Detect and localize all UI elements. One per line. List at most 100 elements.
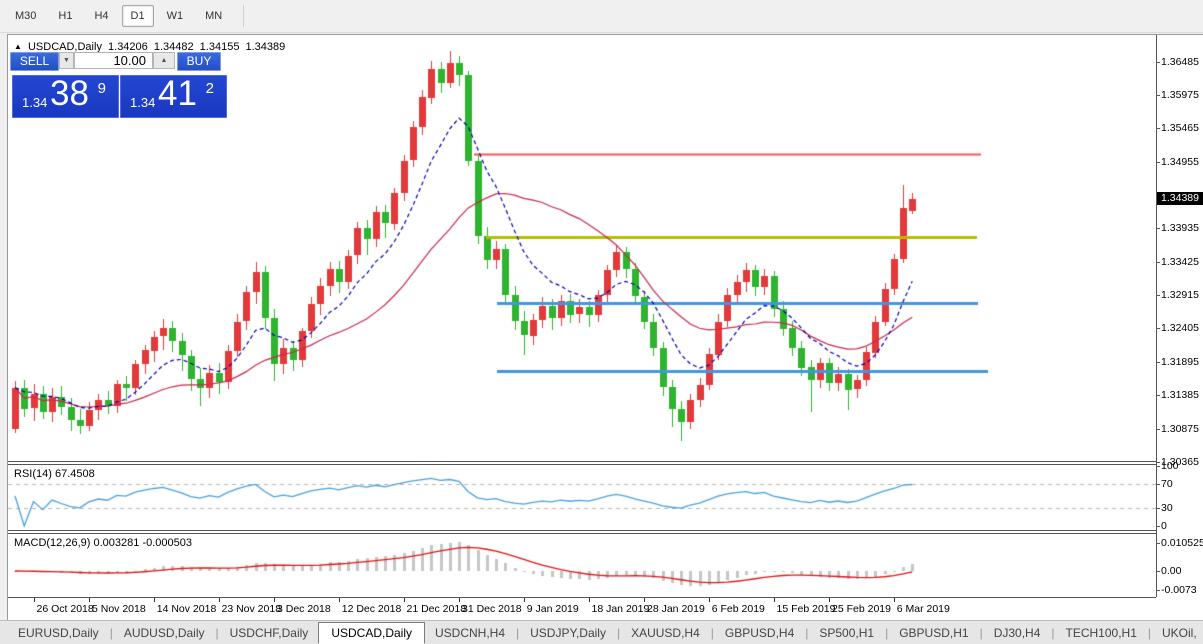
date-axis-tick	[274, 598, 275, 602]
timeframe-button-m30[interactable]: M30	[15, 10, 37, 22]
rsi-level-tick	[1156, 508, 1160, 509]
chart-tab-sp500-h1[interactable]: SP500,H1	[819, 625, 875, 640]
date-axis[interactable]: 26 Oct 2018 5 Nov 2018 14 Nov 2018 23 Nov 2…	[8, 598, 1156, 620]
volume-input[interactable]	[74, 52, 153, 69]
symbol-name: USDCAD,Daily	[27, 41, 102, 53]
date-axis-label: 21 Dec 2018	[406, 603, 467, 615]
tab-separator: |	[215, 625, 219, 640]
macd-level-label: 0.010525	[1156, 537, 1203, 549]
tab-separator: |	[979, 625, 983, 640]
chart-tab-usdcnh-h4[interactable]: USDCNH,H4	[435, 625, 506, 640]
date-axis-tick	[829, 598, 830, 602]
price-axis-label: 1.30365	[1156, 456, 1199, 468]
macd-indicator-canvas[interactable]	[8, 534, 1156, 597]
date-axis-label: 23 Nov 2018	[221, 603, 282, 615]
sell-price-prefix: 1.34	[22, 95, 48, 110]
panel-separator[interactable]	[8, 461, 1156, 462]
chart-tab-ukoil-[interactable]: UKOil,	[1162, 625, 1197, 640]
date-axis-tick	[89, 598, 90, 602]
price-axis-tick	[1156, 395, 1160, 397]
price-axis-line	[1156, 35, 1157, 597]
date-axis-label: 9 Jan 2019	[526, 603, 579, 615]
rsi-indicator-canvas[interactable]	[8, 463, 1156, 530]
volume-decrease-button[interactable]: ▼	[59, 52, 74, 69]
toolbar-separator	[243, 5, 245, 27]
rsi-value: 67.4508	[54, 468, 95, 480]
chart-tab-usdchf-daily[interactable]: USDCHF,Daily	[229, 625, 309, 640]
chart-tab-audusd-daily[interactable]: AUDUSD,Daily	[123, 625, 205, 640]
sell-button[interactable]: SELL	[10, 52, 59, 71]
date-axis-tick	[523, 598, 525, 602]
price-axis-tick	[1156, 61, 1160, 63]
date-axis-label: 18 Jan 2019	[591, 603, 650, 615]
volume-increase-button[interactable]: ▲	[153, 52, 175, 69]
date-axis-tick	[338, 598, 340, 602]
buy-price-pip: 2	[205, 80, 214, 97]
chart-tab-eurusd-daily[interactable]: EURUSD,Daily	[18, 625, 99, 640]
price-axis-tick	[1156, 95, 1160, 97]
date-axis-label: 28 Jan 2019	[647, 603, 705, 615]
price-axis-label: 1.32405	[1156, 322, 1199, 334]
panel-separator[interactable]	[8, 530, 1156, 531]
tab-separator: |	[805, 625, 809, 640]
panel-separator[interactable]	[8, 533, 1156, 534]
price-axis-tick	[1156, 328, 1160, 330]
price-axis-tick	[1156, 228, 1160, 230]
chart-tab-tech100-h1[interactable]: TECH100,H1	[1065, 625, 1137, 640]
sell-price-panel[interactable]: 1.34 38 9	[12, 74, 119, 118]
timeframe-button-d1[interactable]: D1	[121, 5, 154, 27]
expand-triangle-icon[interactable]: ▲	[14, 42, 22, 51]
chart-tab-gbpusd-h1[interactable]: GBPUSD,H1	[899, 625, 969, 640]
timeframe-buttons: M30 H1 H4 D1 W1 MN	[6, 5, 235, 27]
date-axis-tick	[459, 598, 460, 602]
date-axis-tick	[773, 598, 775, 602]
price-axis-label: 1.35975	[1156, 89, 1199, 101]
macd-level-tick	[1156, 590, 1160, 592]
timeframe-button-h1[interactable]: H1	[58, 10, 73, 22]
buy-price-panel[interactable]: 1.34 41 2	[120, 74, 227, 118]
chart-tab-gbpusd-h4[interactable]: GBPUSD,H4	[724, 625, 795, 640]
date-axis-label: 31 Dec 2018	[462, 603, 522, 615]
date-axis-label: 3 Dec 2018	[277, 603, 331, 615]
price-axis-tick	[1156, 295, 1160, 297]
chart-tab-xauusd-h4[interactable]: XAUUSD,H4	[631, 625, 700, 640]
rsi-label: RSI(14) 67.4508	[14, 468, 95, 480]
date-axis-tick	[33, 598, 35, 602]
macd-level-tick	[1156, 571, 1160, 572]
rsi-level-tick	[1156, 484, 1160, 485]
buy-price-prefix: 1.34	[130, 95, 156, 110]
macd-level-tick	[1156, 542, 1160, 544]
price-axis-label: 1.34955	[1156, 156, 1199, 168]
date-axis-tick	[218, 598, 220, 602]
timeframe-button-mn[interactable]: MN	[205, 10, 223, 22]
rsi-level-label: 30	[1156, 502, 1173, 514]
price-axis-label: 1.33425	[1156, 256, 1199, 268]
tab-separator: |	[710, 625, 714, 640]
ohlc-close: 1.34389	[245, 41, 286, 53]
date-axis-label: 25 Feb 2019	[832, 603, 891, 615]
rsi-level-label: 70	[1156, 478, 1173, 490]
timeframe-toolbar: M30 H1 H4 D1 W1 MN	[0, 0, 1203, 33]
one-click-trading-panel: SELL ▼ ▲ BUY 1.34 38 9 1.34 41 2	[10, 52, 240, 118]
timeframe-button-h4[interactable]: H4	[94, 10, 109, 22]
chart-tab-dj30-h4[interactable]: DJ30,H4	[993, 625, 1041, 640]
date-axis-tick	[153, 598, 155, 602]
price-axis-tick	[1156, 461, 1160, 463]
price-axis-label: 1.31385	[1156, 389, 1199, 401]
panel-separator[interactable]	[8, 464, 1156, 465]
chart-tab-usdjpy-daily[interactable]: USDJPY,Daily	[530, 625, 606, 640]
buy-button[interactable]: BUY	[177, 52, 221, 71]
date-axis-tick	[708, 598, 710, 602]
rsi-level-label: 0	[1156, 520, 1167, 532]
chart-tab-usdcad-daily[interactable]: USDCAD,Daily	[318, 621, 425, 644]
date-axis-label: 5 Nov 2018	[92, 603, 146, 615]
tab-separator: |	[1147, 625, 1151, 640]
rsi-level-label: 100	[1156, 460, 1179, 472]
price-axis-tick	[1156, 361, 1160, 363]
price-axis-tick	[1156, 161, 1160, 163]
macd-label: MACD(12,26,9) 0.003281 -0.000503	[14, 537, 192, 549]
panel-separator	[8, 597, 1156, 598]
macd-level-label: -0.0073	[1156, 584, 1197, 596]
price-axis-tick	[1156, 428, 1160, 430]
timeframe-button-w1[interactable]: W1	[166, 10, 184, 22]
